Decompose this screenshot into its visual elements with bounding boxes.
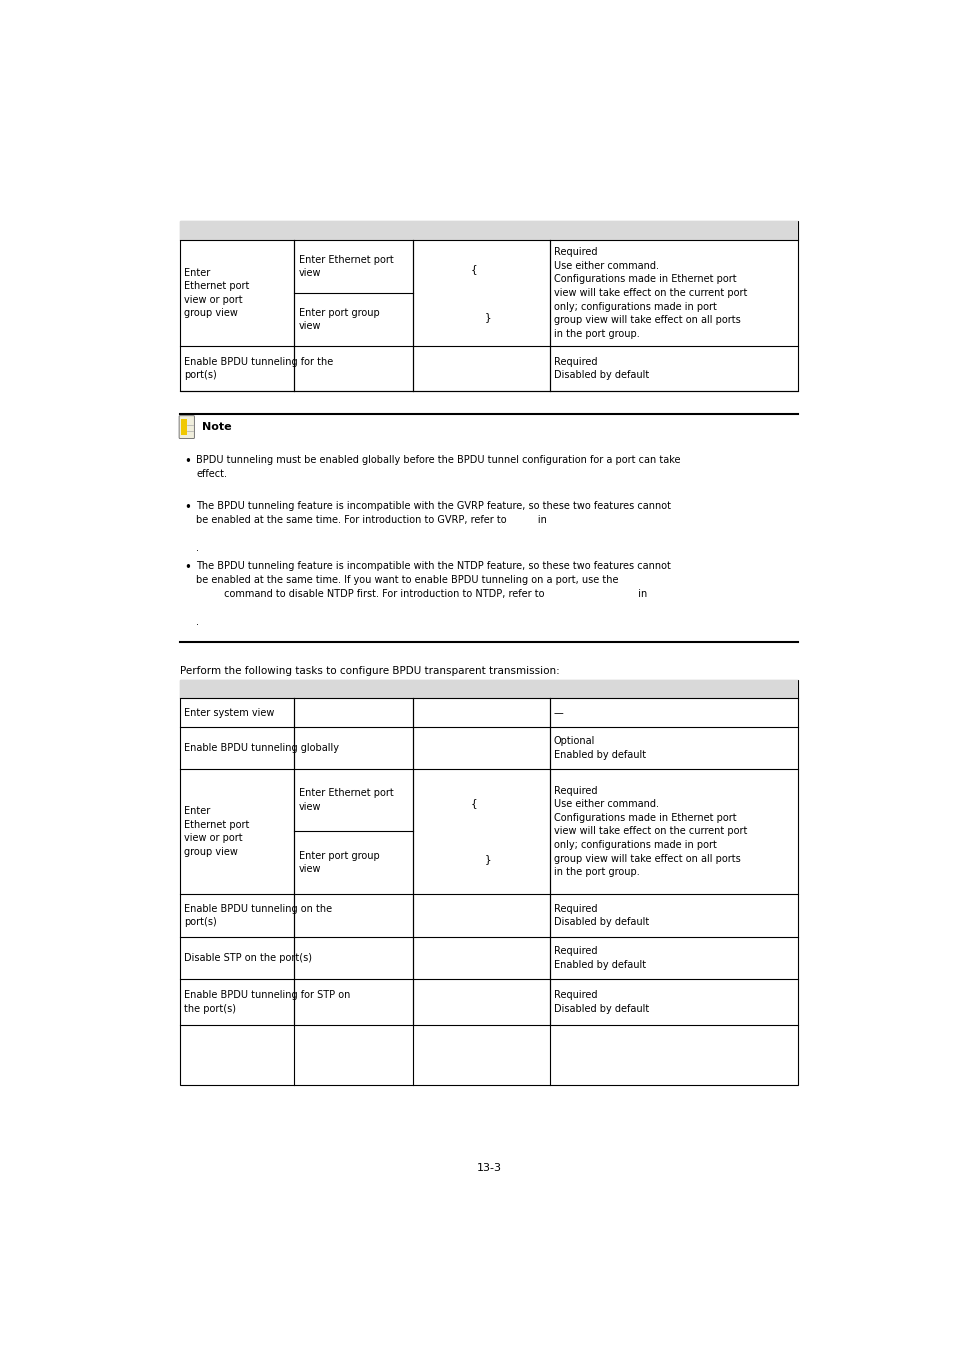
Text: }: } xyxy=(484,855,491,864)
Text: Enter Ethernet port
view: Enter Ethernet port view xyxy=(298,788,394,813)
FancyBboxPatch shape xyxy=(179,416,194,439)
Text: {: { xyxy=(471,265,477,274)
Text: Perform the following tasks to configure BPDU transparent transmission:: Perform the following tasks to configure… xyxy=(180,666,559,676)
Text: Enter port group
view: Enter port group view xyxy=(298,850,379,875)
Text: Required
Disabled by default: Required Disabled by default xyxy=(554,990,649,1014)
Bar xyxy=(180,221,797,390)
Text: •: • xyxy=(184,501,191,514)
Bar xyxy=(180,679,797,1085)
Text: The BPDU tunneling feature is incompatible with the GVRP feature, so these two f: The BPDU tunneling feature is incompatib… xyxy=(196,501,671,554)
Bar xyxy=(180,221,797,240)
Text: Enter Ethernet port
view: Enter Ethernet port view xyxy=(298,255,394,278)
Text: {: { xyxy=(471,798,477,809)
Bar xyxy=(180,679,797,698)
Text: 13-3: 13-3 xyxy=(476,1164,501,1173)
Text: Enter
Ethernet port
view or port
group view: Enter Ethernet port view or port group v… xyxy=(184,267,250,319)
Text: Required
Enabled by default: Required Enabled by default xyxy=(554,946,645,971)
Text: —: — xyxy=(554,707,563,718)
Text: BPDU tunneling must be enabled globally before the BPDU tunnel configuration for: BPDU tunneling must be enabled globally … xyxy=(196,455,679,479)
Text: Enter port group
view: Enter port group view xyxy=(298,308,379,331)
Text: Required
Use either command.
Configurations made in Ethernet port
view will take: Required Use either command. Configurati… xyxy=(554,247,746,339)
Text: Required
Disabled by default: Required Disabled by default xyxy=(554,356,649,381)
Text: Required
Use either command.
Configurations made in Ethernet port
view will take: Required Use either command. Configurati… xyxy=(554,786,746,878)
Text: Enter system view: Enter system view xyxy=(184,707,274,718)
Text: •: • xyxy=(184,455,191,468)
Text: Enable BPDU tunneling for STP on
the port(s): Enable BPDU tunneling for STP on the por… xyxy=(184,990,351,1014)
Text: Enable BPDU tunneling globally: Enable BPDU tunneling globally xyxy=(184,744,339,753)
Text: Note: Note xyxy=(202,423,232,432)
Bar xyxy=(181,418,187,436)
Text: The BPDU tunneling feature is incompatible with the NTDP feature, so these two f: The BPDU tunneling feature is incompatib… xyxy=(196,562,670,628)
Text: Enter
Ethernet port
view or port
group view: Enter Ethernet port view or port group v… xyxy=(184,806,250,857)
Text: •: • xyxy=(184,562,191,574)
Text: Optional
Enabled by default: Optional Enabled by default xyxy=(554,737,645,760)
Text: Enable BPDU tunneling on the
port(s): Enable BPDU tunneling on the port(s) xyxy=(184,904,332,927)
Text: }: } xyxy=(484,312,491,321)
Text: Enable BPDU tunneling for the
port(s): Enable BPDU tunneling for the port(s) xyxy=(184,356,334,381)
Text: Required
Disabled by default: Required Disabled by default xyxy=(554,904,649,927)
Text: Disable STP on the port(s): Disable STP on the port(s) xyxy=(184,953,312,964)
